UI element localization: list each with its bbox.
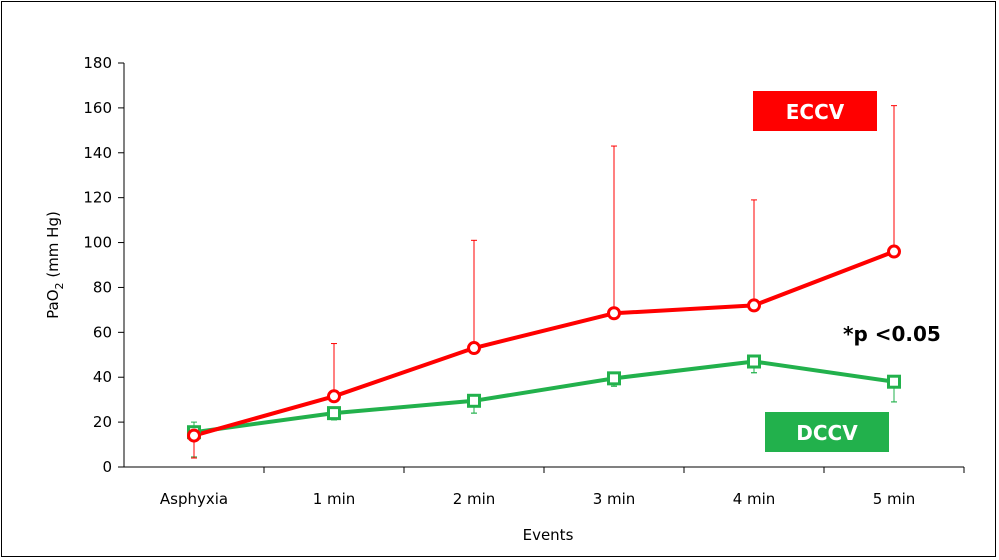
y-axis-title: PaO2 (mm Hg) [44,211,66,319]
dccv-point [607,371,621,386]
legend-eccv-badge [753,91,877,131]
x-tick-label: 2 min [453,490,496,508]
eccv-point [747,298,761,313]
y-tick-label: 100 [83,234,112,252]
y-tick-label: 180 [83,54,112,72]
dccv-point [887,374,901,389]
eccv-series-line [193,249,895,438]
eccv-point [887,244,901,259]
x-axis-title: Events [523,526,574,544]
x-tick-label: 5 min [873,490,916,508]
x-tick-label: 1 min [313,490,356,508]
legend-dccv-label: DCCV [796,421,858,445]
series-markers [187,244,901,443]
axes: 0 20 40 60 80 100 120 140 160 180 Asphyxia 1 min 2 m… [83,54,965,508]
legend-dccv-badge [765,412,889,452]
eccv-point [327,389,341,404]
eccv-point [467,341,481,356]
y-tick-label: 60 [93,323,112,341]
eccv-point [607,306,621,321]
series-lines [193,249,895,438]
y-tick-label: 140 [83,144,112,162]
y-tick-label: 0 [102,458,112,476]
x-tick-label: Asphyxia [160,490,228,508]
y-tick-label: 160 [83,99,112,117]
dccv-point [467,393,481,408]
y-tick-label: 120 [83,189,112,207]
significance-annotation: *p <0.05 [843,322,941,346]
legend-eccv-label: ECCV [786,100,845,124]
dccv-point [747,354,761,369]
x-tick-label: 4 min [733,490,776,508]
y-tick-label: 40 [93,368,112,386]
x-tick-label: 3 min [593,490,636,508]
y-tick-label: 20 [93,413,112,431]
eccv-point [187,428,201,443]
dccv-series-line [193,359,895,435]
dccv-point [327,406,341,421]
y-tick-label: 80 [93,278,112,296]
